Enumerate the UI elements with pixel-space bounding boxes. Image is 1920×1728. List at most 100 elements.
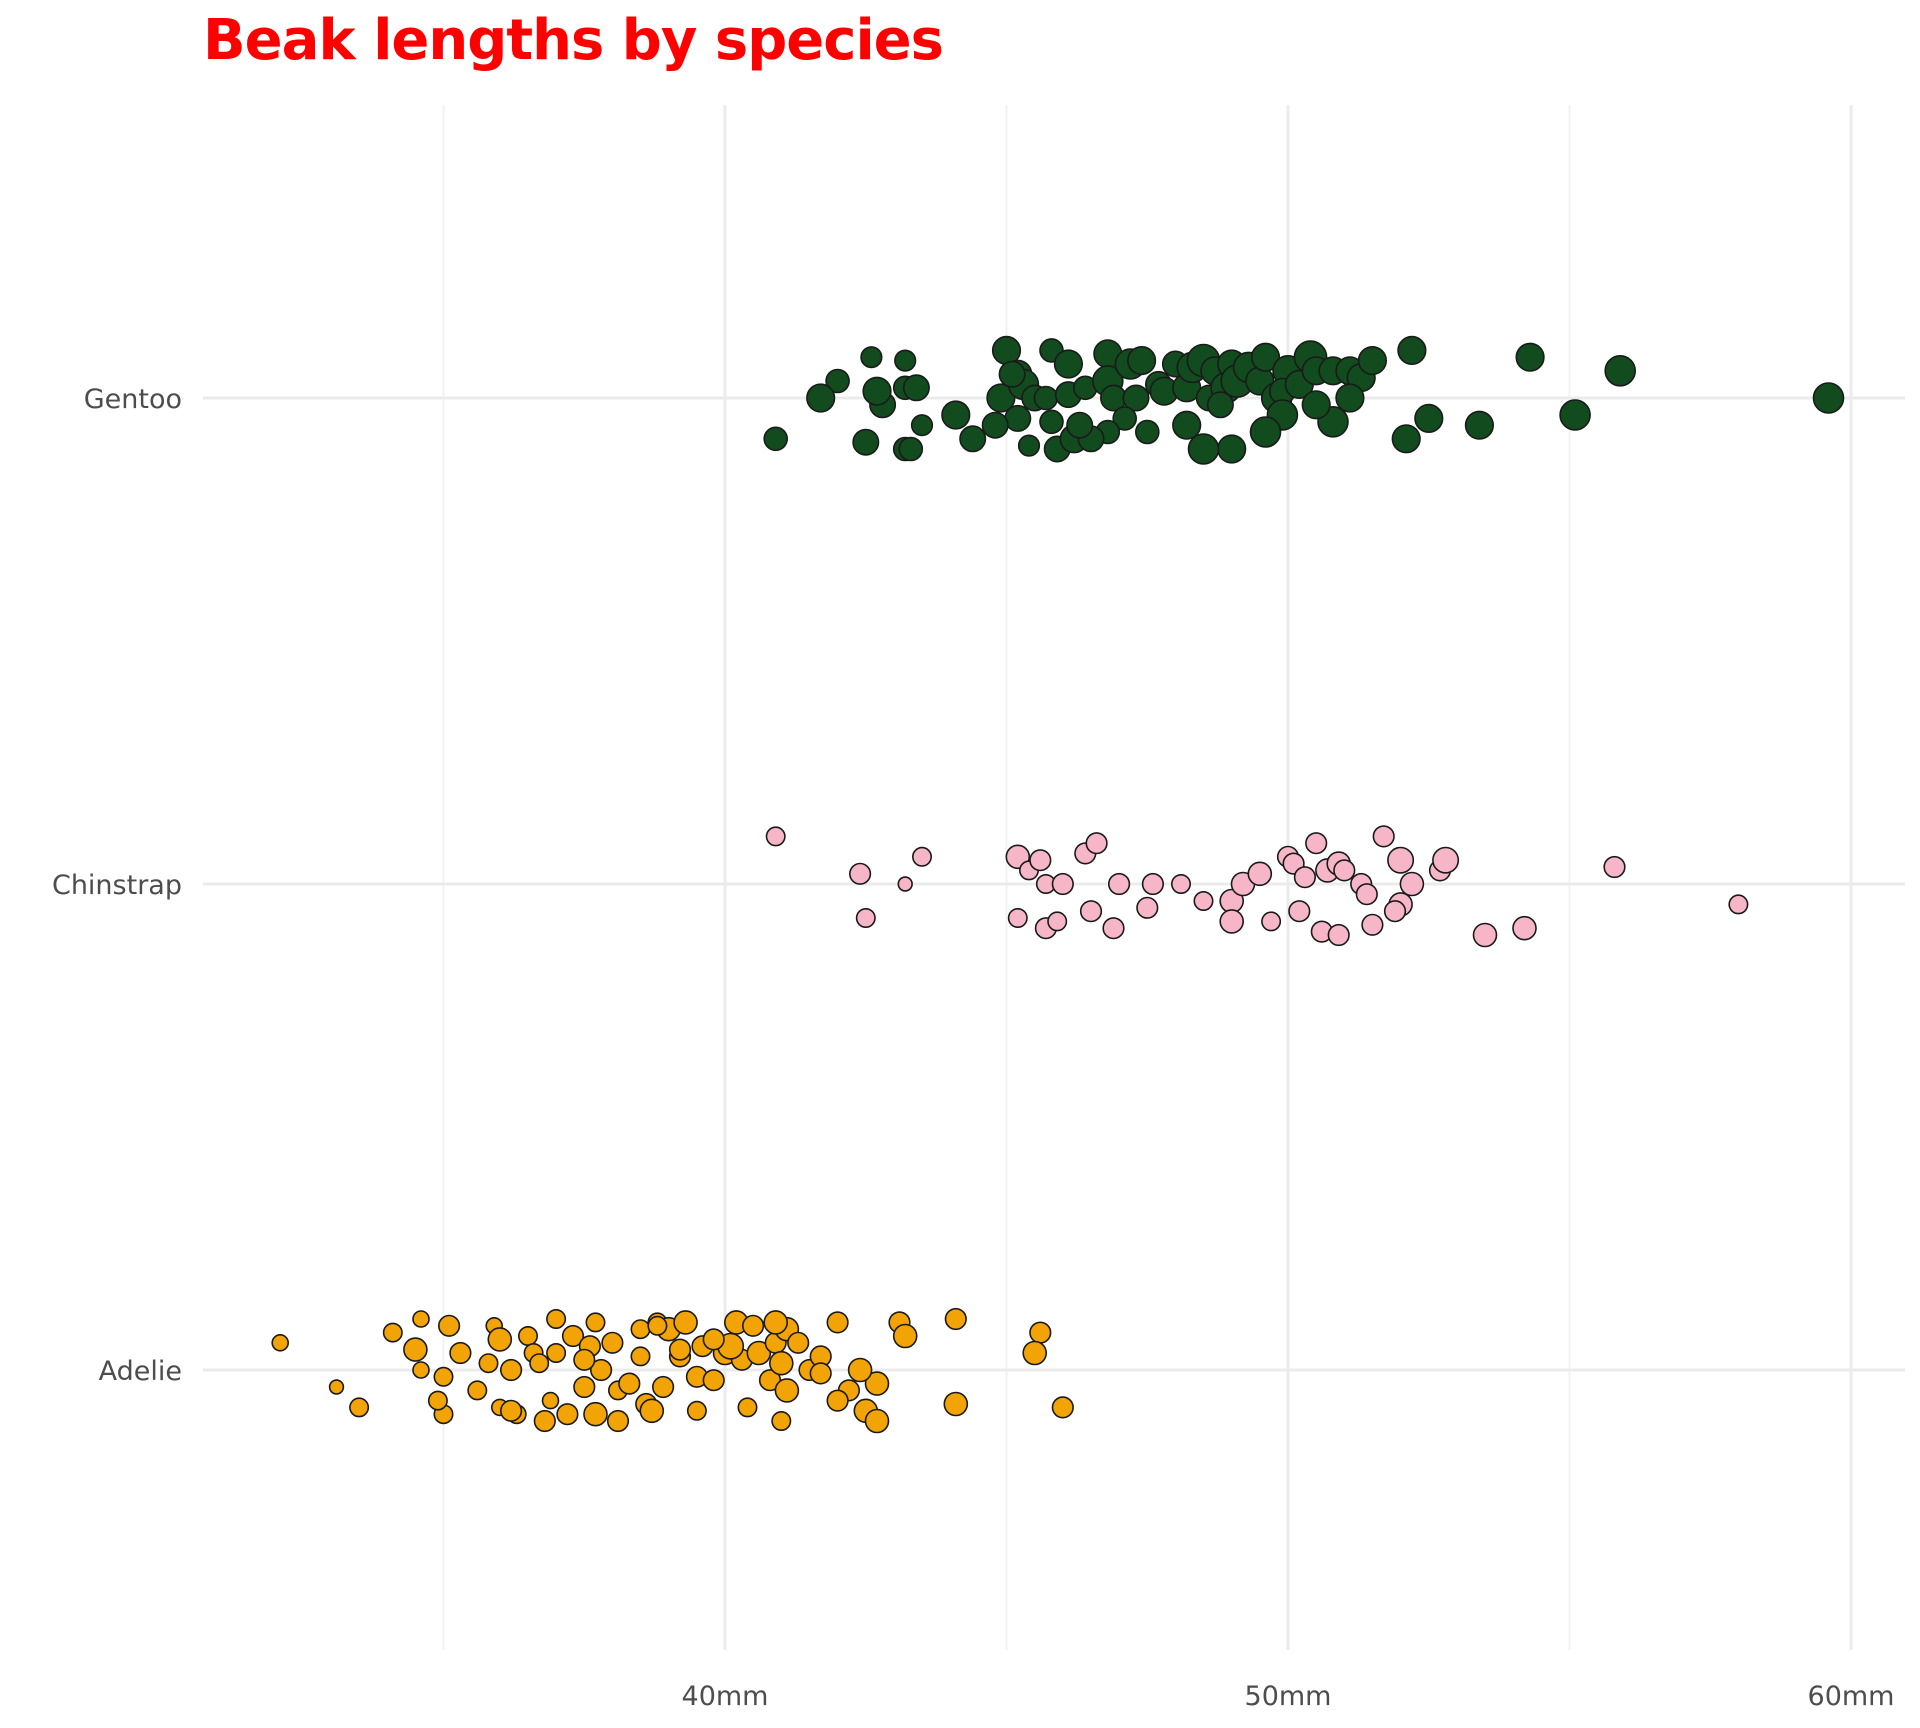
point-adelie [768, 1350, 794, 1376]
point-chinstrap [1387, 846, 1415, 874]
point-adelie [630, 1319, 651, 1340]
point-gentoo [1039, 409, 1064, 435]
point-chinstrap [1136, 896, 1159, 919]
data-points [271, 335, 1845, 1434]
point-chinstrap [1047, 911, 1068, 932]
point-adelie [478, 1353, 499, 1374]
point-adelie [864, 1371, 890, 1396]
point-gentoo [1017, 434, 1041, 457]
point-gentoo [1187, 433, 1220, 465]
point-gentoo [981, 411, 1009, 439]
point-gentoo [986, 383, 1016, 413]
point-chinstrap [1171, 873, 1192, 894]
point-chinstrap [765, 826, 786, 847]
point-adelie [673, 1310, 698, 1335]
point-adelie [328, 1379, 345, 1395]
point-gentoo [1464, 410, 1494, 440]
point-adelie [541, 1391, 560, 1410]
point-adelie [546, 1309, 567, 1330]
point-adelie [630, 1346, 651, 1367]
point-chinstrap [1051, 872, 1074, 896]
point-adelie [467, 1380, 488, 1401]
point-adelie [1022, 1340, 1047, 1366]
point-adelie [556, 1403, 579, 1426]
point-chinstrap [855, 907, 876, 928]
y-axis-labels: Adelie Chinstrap Gentoo [52, 384, 182, 1387]
point-chinstrap [848, 862, 872, 885]
point-chinstrap [1603, 855, 1626, 879]
x-tick-label: 60mm [1808, 1681, 1895, 1712]
point-chinstrap [1472, 922, 1498, 948]
point-adelie [668, 1338, 692, 1361]
point-adelie [573, 1375, 596, 1399]
point-adelie [826, 1311, 849, 1334]
point-chinstrap [1293, 866, 1316, 889]
point-adelie [573, 1348, 596, 1371]
point-chinstrap [1327, 923, 1350, 947]
point-gentoo [1066, 411, 1094, 439]
point-adelie [618, 1372, 641, 1395]
point-chinstrap [1085, 832, 1108, 855]
point-adelie [686, 1400, 707, 1421]
point-adelie [702, 1328, 725, 1351]
point-adelie [529, 1353, 550, 1374]
point-gentoo [1217, 434, 1247, 464]
point-gentoo [910, 414, 934, 437]
point-gentoo [1604, 354, 1636, 387]
point-adelie [787, 1331, 810, 1354]
point-chinstrap [1432, 846, 1460, 874]
point-gentoo [1559, 399, 1591, 431]
point-gentoo [763, 426, 789, 452]
point-adelie [651, 1375, 675, 1399]
point-adelie [1029, 1321, 1052, 1344]
point-gentoo [1335, 383, 1365, 413]
point-adelie [892, 1323, 918, 1349]
point-gentoo [898, 436, 924, 462]
point-chinstrap [1383, 900, 1407, 923]
point-adelie [943, 1391, 969, 1417]
point-adelie [847, 1357, 873, 1383]
point-gentoo [959, 425, 987, 453]
point-gentoo [862, 376, 892, 406]
point-chinstrap [1261, 911, 1282, 932]
point-gentoo [1122, 384, 1150, 412]
point-adelie [589, 1358, 613, 1382]
y-tick-label: Gentoo [84, 384, 182, 415]
point-gentoo [1004, 404, 1032, 432]
point-chinstrap [1141, 872, 1164, 896]
point-chinstrap [897, 876, 913, 892]
point-gentoo [894, 349, 917, 372]
y-tick-label: Chinstrap [52, 870, 182, 901]
point-adelie [412, 1310, 430, 1328]
point-adelie [774, 1378, 800, 1403]
point-adelie [944, 1307, 967, 1331]
point-gentoo [902, 374, 930, 402]
point-adelie [647, 1315, 668, 1336]
point-gentoo [825, 368, 850, 394]
point-chinstrap [1333, 859, 1356, 882]
gridlines [203, 105, 1905, 1650]
x-tick-label: 40mm [682, 1681, 769, 1712]
point-chinstrap [1007, 907, 1028, 928]
point-adelie [487, 1327, 513, 1352]
point-adelie [702, 1369, 725, 1392]
point-gentoo [1126, 346, 1157, 376]
point-chinstrap [1193, 890, 1214, 911]
point-chinstrap [1355, 883, 1378, 906]
point-adelie [271, 1334, 290, 1352]
point-adelie [864, 1408, 890, 1434]
point-chinstrap [1247, 861, 1273, 887]
point-adelie [546, 1343, 567, 1364]
point-gentoo [1414, 403, 1444, 434]
point-adelie [449, 1341, 472, 1365]
point-chinstrap [1107, 872, 1131, 896]
point-adelie [412, 1361, 430, 1379]
point-gentoo [1206, 391, 1234, 419]
point-chinstrap [1029, 849, 1052, 872]
point-gentoo [1135, 419, 1160, 445]
point-adelie [771, 1411, 792, 1432]
point-adelie [561, 1324, 585, 1348]
point-adelie [500, 1358, 523, 1382]
x-axis-labels: 40mm 50mm 60mm [682, 1681, 1895, 1712]
